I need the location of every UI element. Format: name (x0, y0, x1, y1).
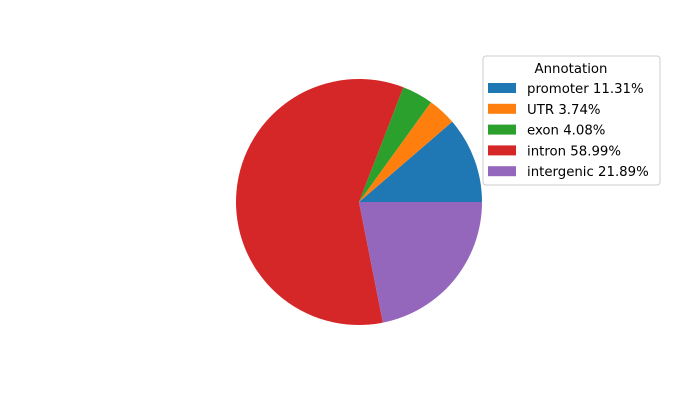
pie-slices (235, 78, 482, 325)
legend-label-promoter: promoter 11.31% (527, 82, 644, 97)
pie-slice-promoter (359, 121, 482, 202)
pie-slice-exon (359, 87, 431, 202)
legend-swatch-intergenic (488, 166, 516, 177)
pie-slice-utr (359, 102, 453, 202)
legend-swatch-utr (488, 103, 516, 114)
legend: Annotation promoter 11.31% UTR 3.74% exon … (482, 55, 661, 186)
legend-label-intergenic: intergenic 21.89% (527, 165, 649, 180)
pie-slice-intergenic (359, 202, 482, 323)
legend-label-utr: UTR 3.74% (527, 103, 601, 118)
legend-frame (482, 55, 661, 186)
legend-swatch-intron (488, 145, 516, 156)
pie-slice-intron (235, 78, 404, 325)
legend-swatch-promoter (488, 83, 516, 93)
legend-label-exon: exon 4.08% (527, 124, 605, 139)
legend-title: Annotation (535, 62, 608, 77)
legend-label-intron: intron 58.99% (527, 144, 621, 159)
legend-swatch-exon (488, 124, 516, 135)
